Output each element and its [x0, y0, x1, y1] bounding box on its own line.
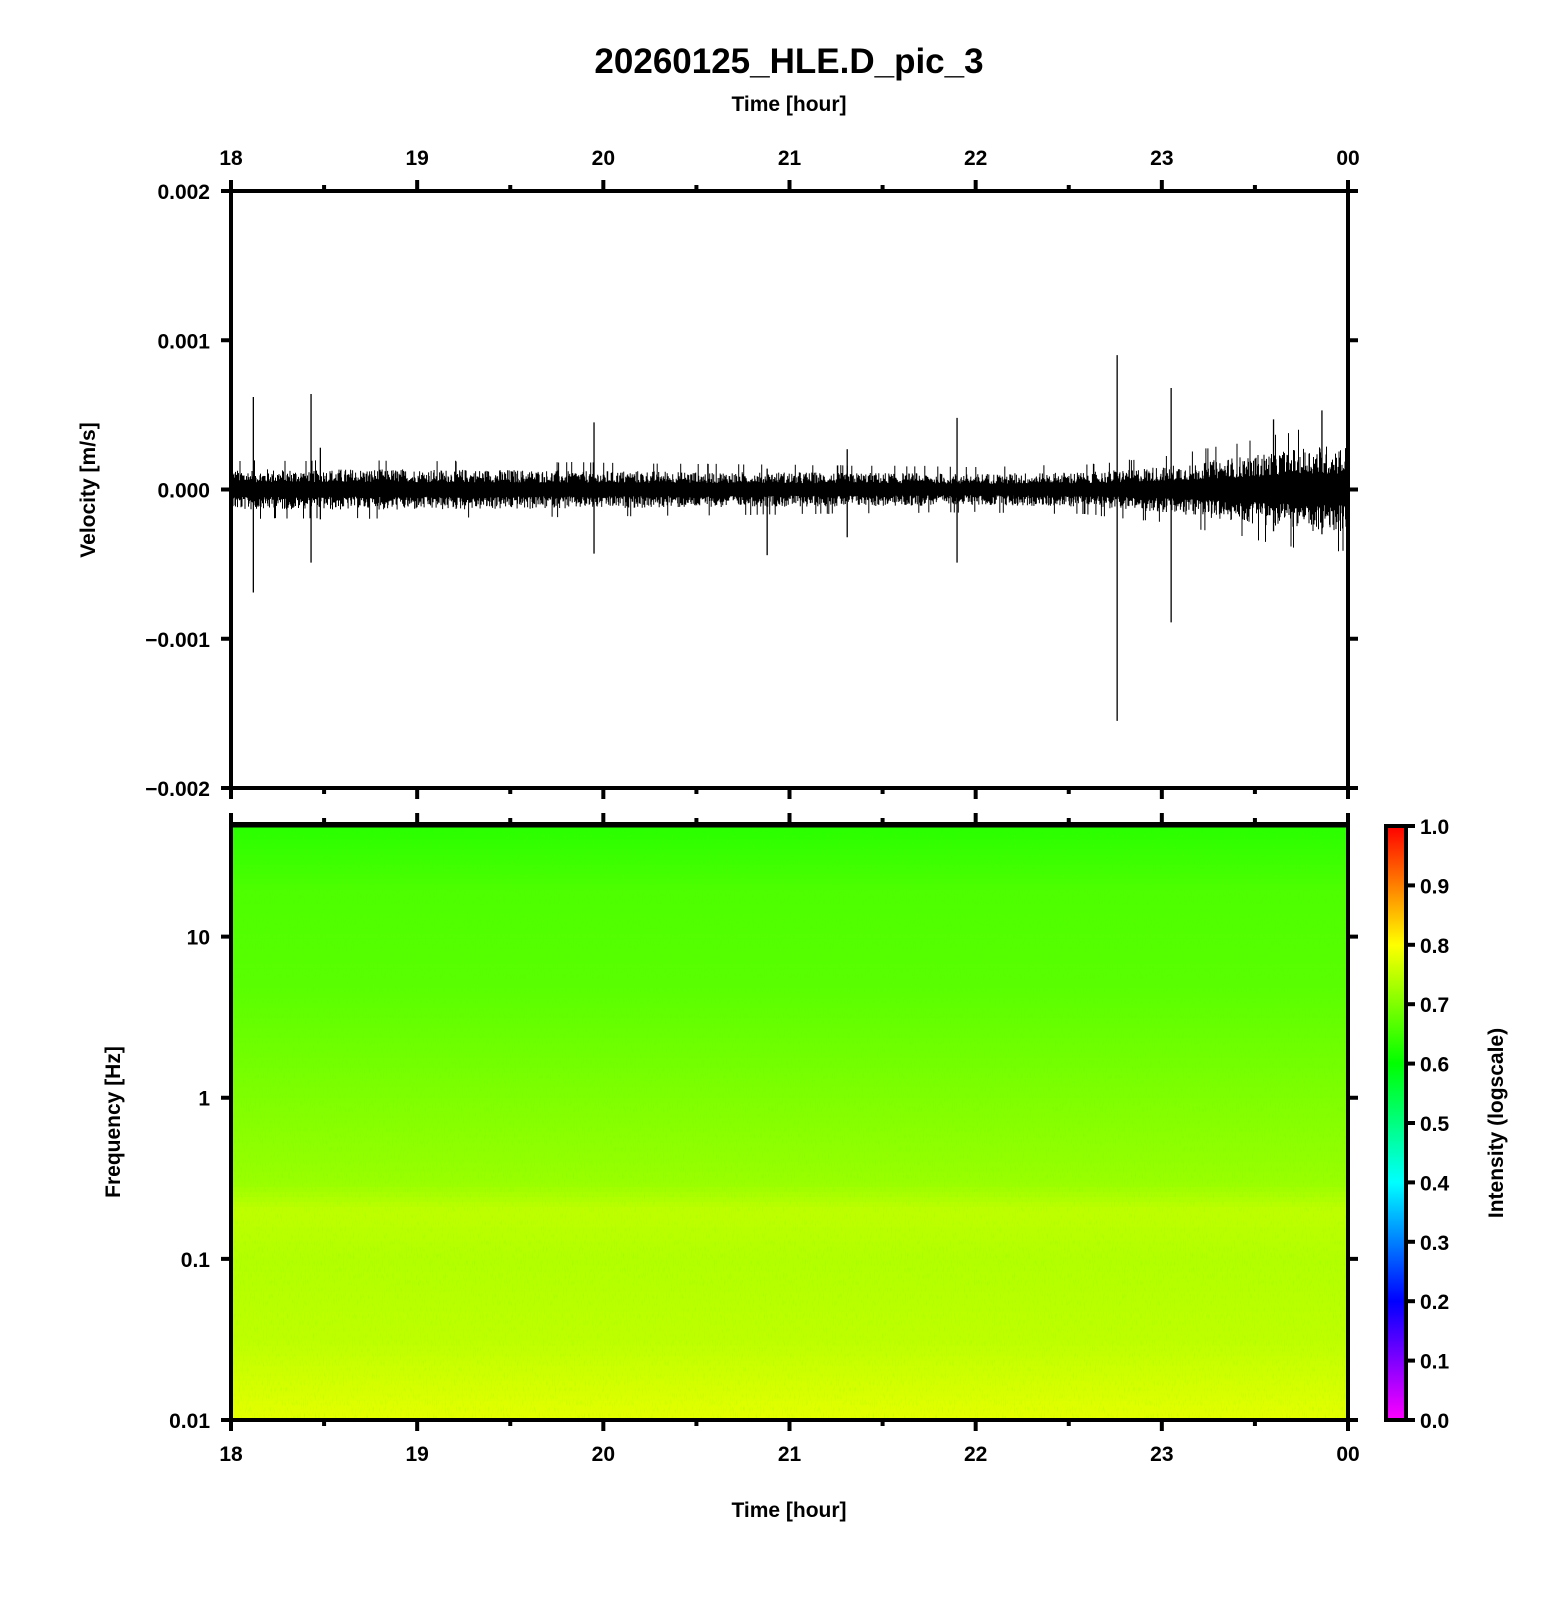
bottom-x-tick-label: 19 — [405, 1443, 428, 1466]
waveform-y-tick-label: 0.002 — [157, 181, 210, 204]
top-x-tick-label: 18 — [219, 147, 243, 170]
colorbar-tick-label: 0.9 — [1420, 875, 1449, 898]
bottom-x-tick-label: 22 — [964, 1443, 987, 1466]
waveform-trace — [230, 355, 1349, 721]
top-x-axis-label: Time [hour] — [731, 93, 846, 116]
spectrogram-frame — [229, 822, 1350, 1422]
colorbar-label: Intensity (logscale) — [1485, 1028, 1508, 1218]
bottom-x-tick-label: 00 — [1336, 1443, 1359, 1466]
spectrogram-speckle — [231, 824, 1348, 1420]
colorbar-tick-label: 0.3 — [1420, 1232, 1449, 1255]
waveform-frame — [229, 189, 1350, 790]
colorbar-tick-label: 0.8 — [1420, 935, 1450, 958]
colorbar-tick-label: 0.6 — [1420, 1054, 1449, 1077]
top-x-tick-label: 21 — [778, 147, 802, 170]
top-x-tick-label: 23 — [1150, 147, 1173, 170]
colorbar: 1.0 0.9 0.8 0.7 0.6 0.5 0.4 0.3 0.2 0.1 0.0 Intens… — [1384, 816, 1508, 1433]
bottom-x-axis-label: Time [hour] — [731, 1499, 846, 1522]
waveform-y-tick-label: 0.001 — [157, 330, 210, 353]
spectrogram-y-axis-label: Frequency [Hz] — [102, 1046, 125, 1198]
waveform-y-axis-label: Velocity [m/s] — [77, 422, 100, 557]
spectrogram-y-tick-label: 0.01 — [169, 1410, 210, 1433]
spectrogram-y-tick-label: 10 — [187, 927, 210, 950]
chart-title: 20260125_HLE.D_pic_3 — [594, 42, 983, 81]
top-x-tick-label: 00 — [1336, 147, 1359, 170]
top-x-tick-label: 20 — [592, 147, 615, 170]
spectrogram-y-tick-label: 1 — [198, 1088, 210, 1111]
bottom-x-tick-label: 18 — [219, 1443, 243, 1466]
colorbar-tick-label: 0.1 — [1420, 1351, 1450, 1374]
colorbar-tick-label: 0.7 — [1420, 994, 1449, 1017]
colorbar-ticks: 1.0 0.9 0.8 0.7 0.6 0.5 0.4 0.3 0.2 0.1 0.0 — [1406, 816, 1450, 1433]
spectrogram-y-tick-label: 0.1 — [181, 1249, 211, 1272]
bottom-x-tick-label: 23 — [1150, 1443, 1173, 1466]
colorbar-tick-label: 0.0 — [1420, 1410, 1449, 1433]
waveform-y-tick-label: −0.002 — [145, 778, 210, 801]
bottom-x-tick-label: 21 — [778, 1443, 802, 1466]
colorbar-tick-label: 0.2 — [1420, 1291, 1449, 1314]
colorbar-gradient — [1384, 824, 1408, 1422]
colorbar-tick-label: 0.5 — [1420, 1113, 1450, 1136]
colorbar-tick-label: 1.0 — [1420, 816, 1449, 839]
bottom-x-tick-label: 20 — [592, 1443, 615, 1466]
waveform-panel: 18 19 20 21 22 23 00 0.002 0.001 0.000 −0.001 −0.00… — [77, 147, 1360, 801]
top-x-tick-label: 22 — [964, 147, 987, 170]
waveform-y-tick-label: 0.000 — [157, 480, 210, 503]
top-x-tick-label: 19 — [405, 147, 428, 170]
colorbar-tick-label: 0.4 — [1420, 1172, 1450, 1195]
waveform-y-tick-label: −0.001 — [145, 629, 210, 652]
